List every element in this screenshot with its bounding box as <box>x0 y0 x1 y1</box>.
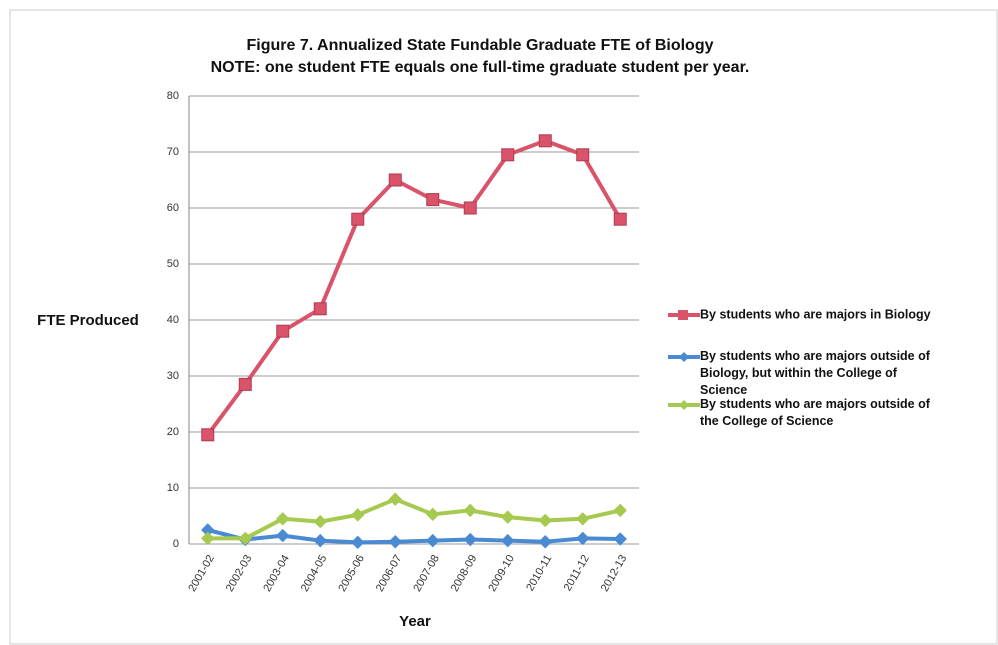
marker <box>501 510 515 524</box>
marker <box>351 212 365 226</box>
y-tick-label: 70 <box>167 146 179 158</box>
chart-title: Figure 7. Annualized State Fundable Grad… <box>247 37 714 54</box>
marker <box>576 148 590 162</box>
frame <box>9 9 998 645</box>
marker <box>613 532 627 546</box>
marker <box>276 512 290 526</box>
marker <box>201 531 215 546</box>
marker <box>613 503 627 518</box>
marker <box>463 201 477 215</box>
marker <box>576 512 590 526</box>
marker <box>463 532 477 547</box>
marker <box>538 513 552 528</box>
legend-label: By students who are majors outside of the… <box>700 397 931 428</box>
legend-marker <box>678 310 688 320</box>
marker <box>201 428 215 442</box>
legend-marker <box>679 352 689 362</box>
marker <box>313 302 327 316</box>
legend-label: By students who are majors in Biology <box>700 307 931 321</box>
marker <box>576 531 590 546</box>
y-tick-label: 10 <box>167 482 179 494</box>
legend-marker <box>679 400 689 410</box>
marker <box>388 535 402 549</box>
series-line <box>207 528 621 545</box>
marker <box>276 528 290 543</box>
marker <box>501 533 515 548</box>
marker <box>426 193 440 207</box>
marker <box>426 533 440 548</box>
marker <box>463 503 477 518</box>
marker <box>238 377 252 391</box>
marker <box>388 492 402 506</box>
chart-subtitle: NOTE: one student FTE equals one full-ti… <box>211 59 750 76</box>
marker <box>238 531 252 546</box>
legend-label: By students who are majors outside of Bio… <box>700 349 931 397</box>
marker <box>426 507 440 522</box>
marker <box>313 514 327 529</box>
y-tick-label: 30 <box>167 370 179 382</box>
marker <box>351 508 365 522</box>
y-tick-label: 20 <box>167 426 179 438</box>
y-tick-label: 0 <box>173 538 179 550</box>
marker <box>538 134 552 148</box>
y-tick-label: 60 <box>167 202 179 214</box>
marker <box>388 173 402 187</box>
marker <box>501 148 515 162</box>
y-tick-label: 50 <box>167 258 179 270</box>
y-tick-label: 80 <box>167 90 179 102</box>
marker <box>613 212 627 226</box>
marker <box>313 533 327 548</box>
marker <box>538 535 552 549</box>
y-tick-label: 40 <box>167 314 179 326</box>
y-axis-title: FTE Produced <box>37 312 139 329</box>
marker <box>276 324 290 338</box>
marker <box>351 535 365 550</box>
x-axis-title: Year <box>399 613 431 630</box>
